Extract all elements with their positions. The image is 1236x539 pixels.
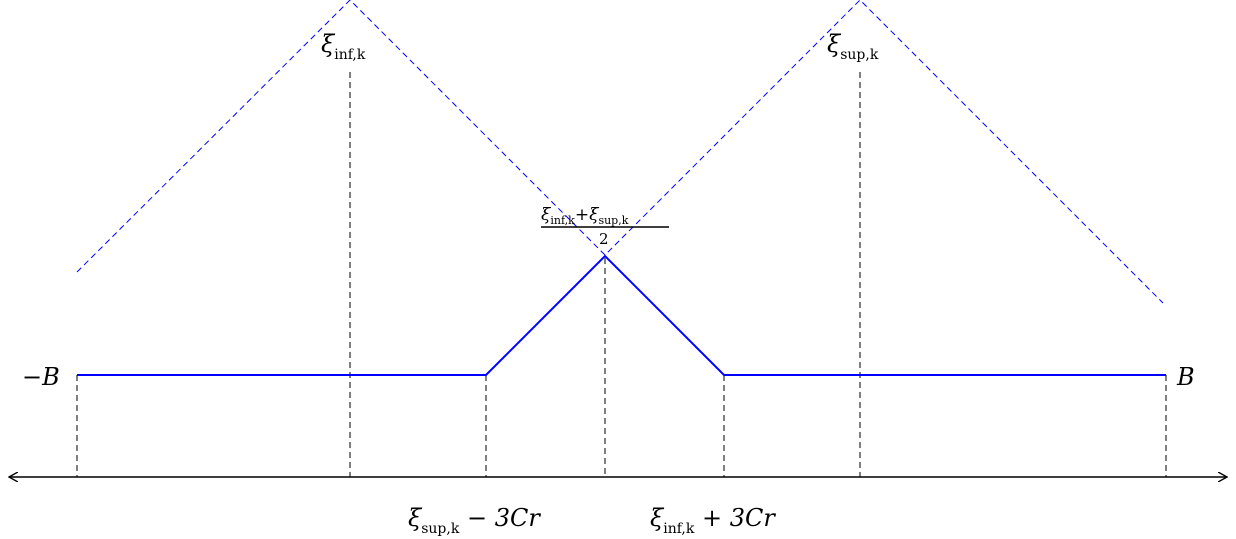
label-xi-inf: ξinf,k [321,30,366,63]
label-xi-inf-plus-3cr: ξinf,k + 3Cr [650,504,776,537]
label-neg-b: −B [22,363,60,391]
label-midpoint-fraction: ξinf,k+ξsup,k 2 [541,205,669,248]
label-xi-sup: ξsup,k [827,30,879,63]
upper-envelope-dashed [76,0,1164,304]
svg-text:2: 2 [599,230,609,248]
label-pos-b: B [1176,363,1195,391]
solid-curve [77,254,1166,376]
label-xi-sup-minus-3cr: ξsup,k − 3Cr [408,504,541,537]
svg-text:ξinf,k+ξsup,k: ξinf,k+ξsup,k [541,205,629,227]
